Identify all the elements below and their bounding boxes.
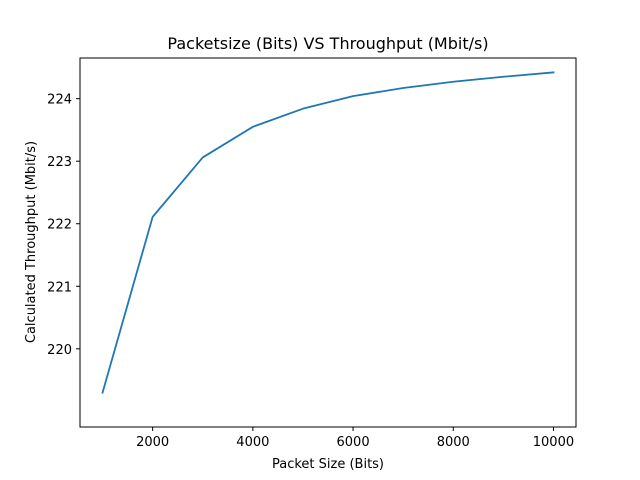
- y-tick-label: 222: [47, 218, 72, 233]
- chart-title: Packetsize (Bits) VS Throughput (Mbit/s): [167, 34, 488, 53]
- x-tick-label: 6000: [337, 435, 370, 450]
- plot-area: 2000 4000 6000 8000 10000 220 221 222 223 224: [47, 57, 577, 450]
- series-line: [101, 71, 555, 394]
- y-tick-label: 220: [47, 343, 72, 358]
- x-tick-label: 8000: [437, 435, 470, 450]
- x-tick-label: 2000: [136, 435, 169, 450]
- series-layer: [101, 71, 555, 394]
- plot-frame: [79, 57, 577, 428]
- y-tick-label: 224: [47, 93, 72, 108]
- y-axis-label: Calculated Throughput (Mbit/s): [24, 141, 39, 343]
- x-tick-label: 10000: [533, 435, 574, 450]
- y-axis: 220 221 222 223 224: [47, 93, 80, 358]
- y-tick-label: 223: [47, 155, 72, 170]
- x-axis: 2000 4000 6000 8000 10000: [136, 427, 574, 450]
- x-axis-label: Packet Size (Bits): [272, 457, 384, 472]
- y-tick-label: 221: [47, 280, 72, 295]
- x-tick-label: 4000: [236, 435, 269, 450]
